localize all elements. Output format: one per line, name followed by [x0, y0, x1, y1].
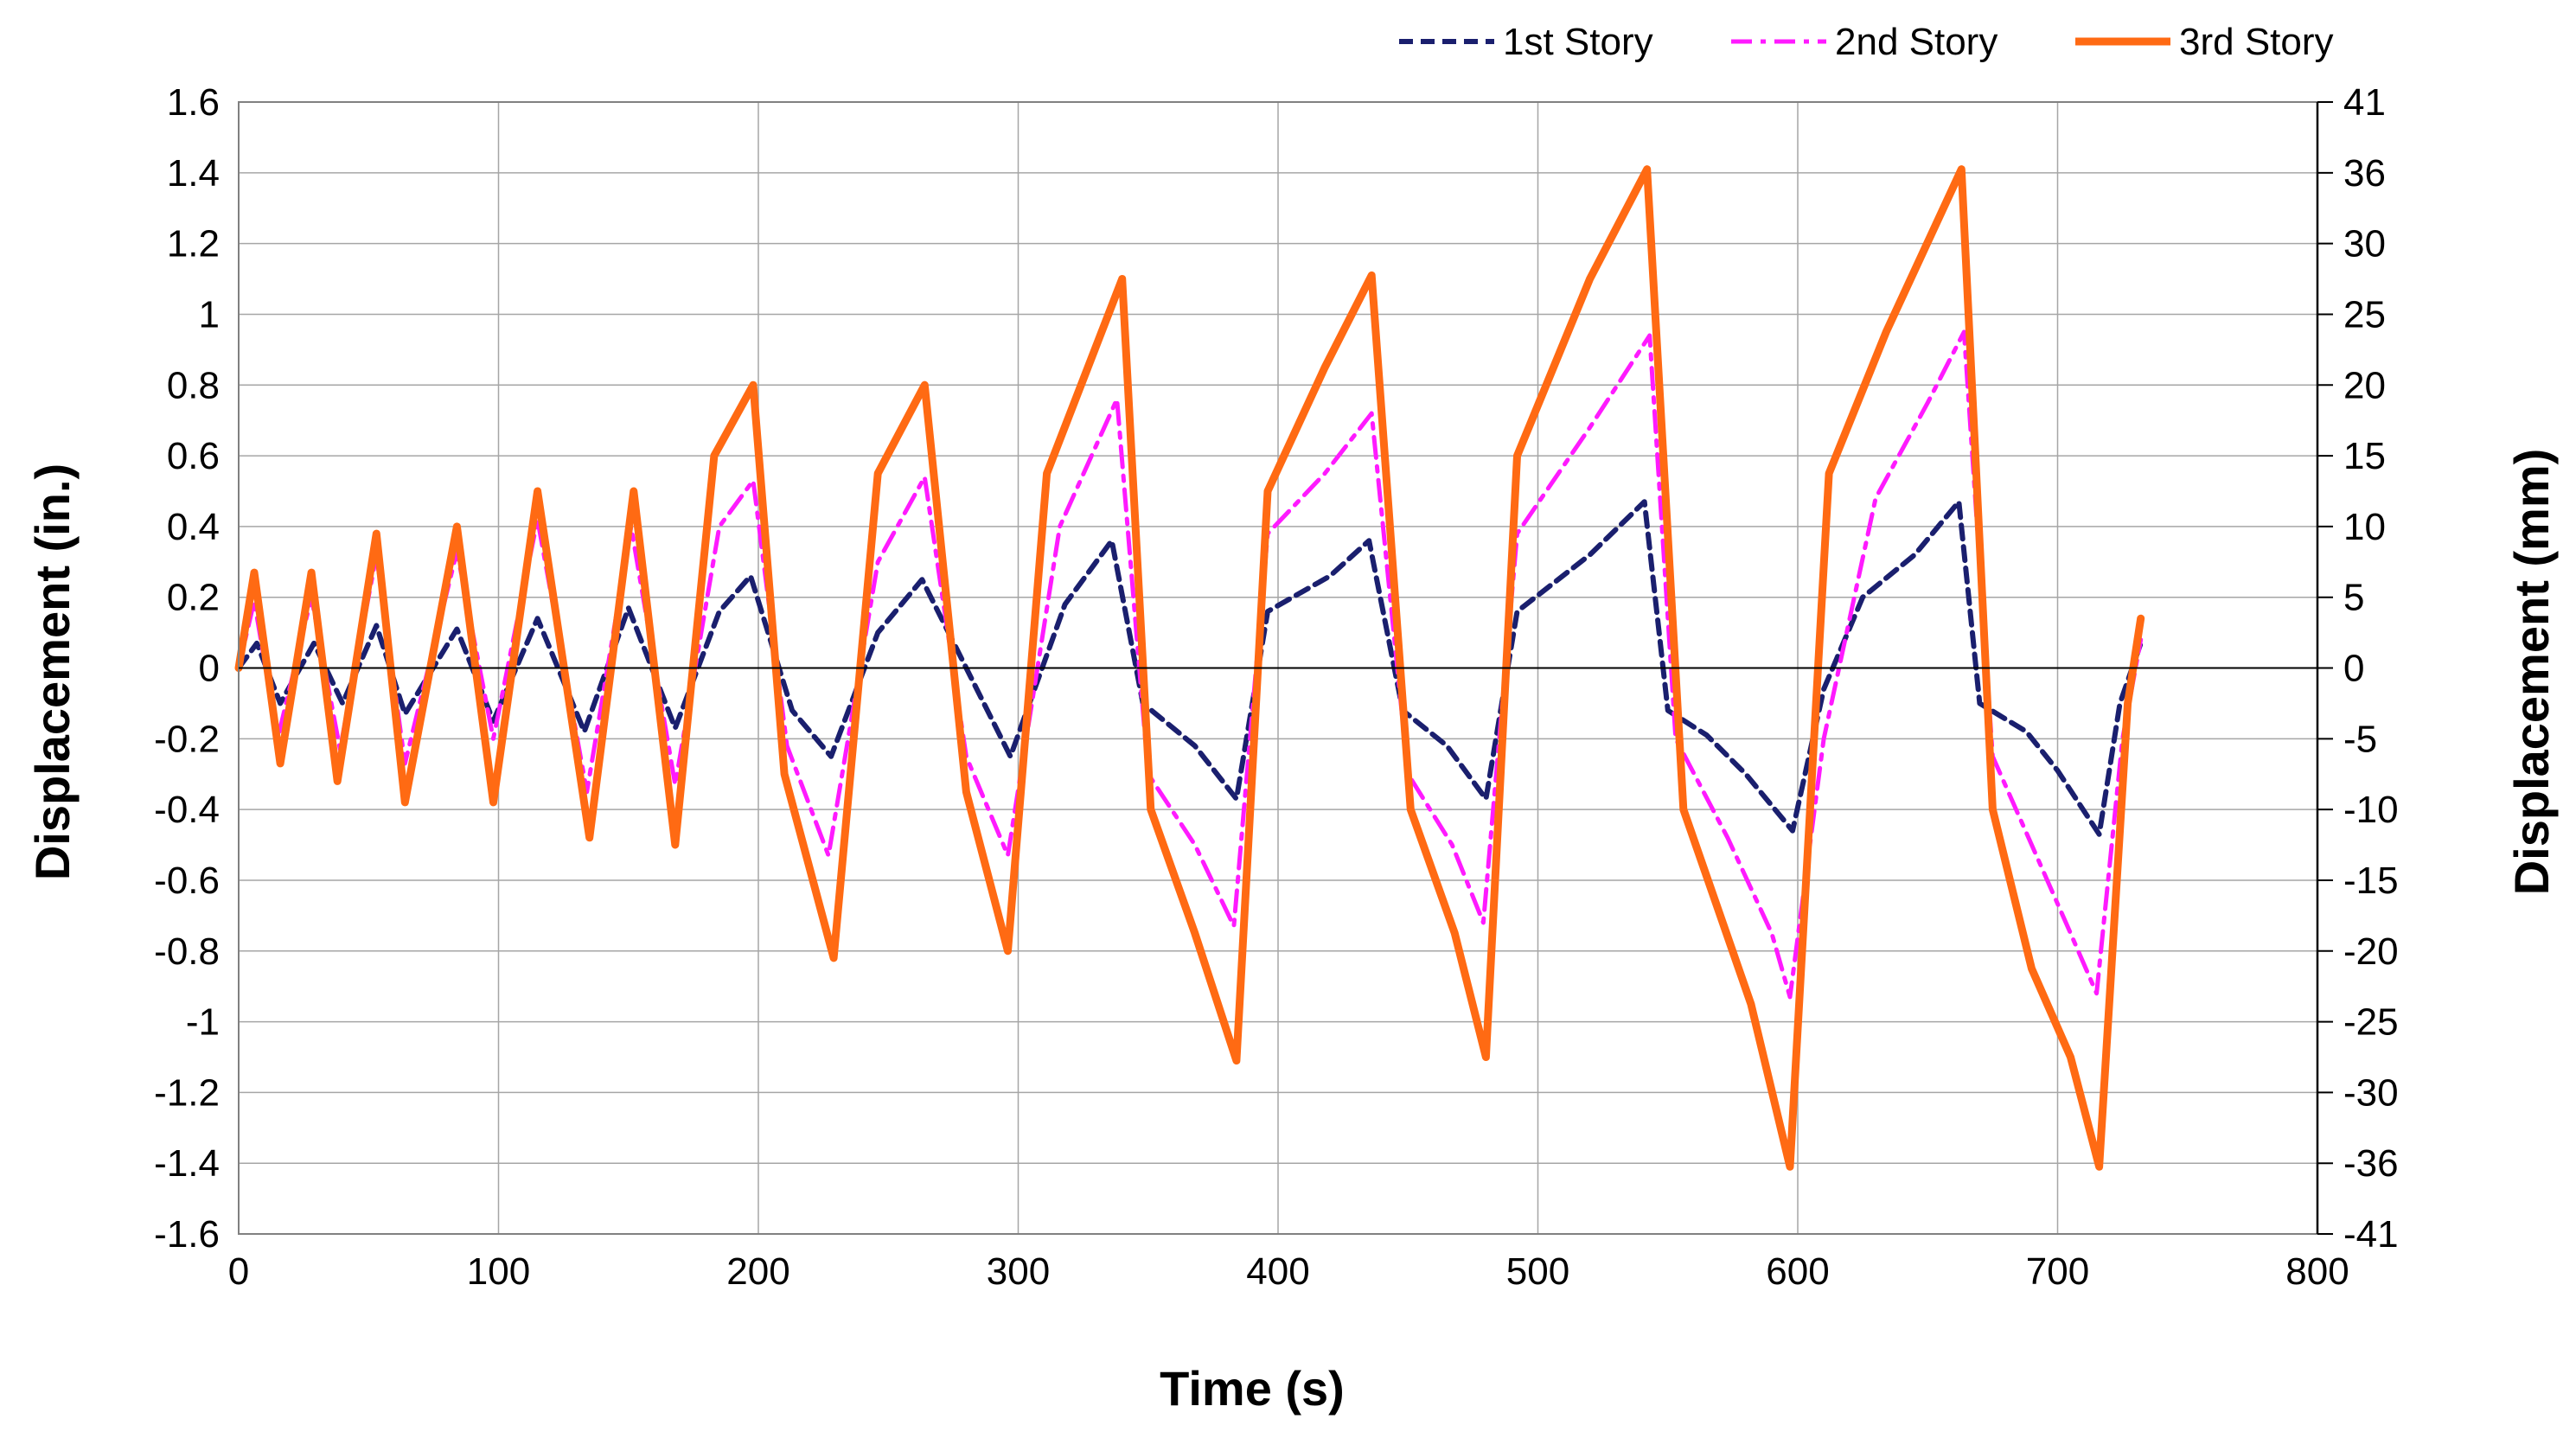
y-tick-label-right: 5	[2343, 577, 2364, 619]
y-tick-label-right: -10	[2343, 789, 2399, 831]
y-tick-label-right: 36	[2343, 152, 2386, 195]
y-tick-label-left: -1.4	[154, 1142, 220, 1185]
y-tick-label-right: -5	[2343, 718, 2377, 760]
y-tick-label-left: 1	[199, 293, 220, 336]
y-tick-label-left: 0.8	[167, 364, 220, 406]
y-tick-label-right: -41	[2343, 1213, 2399, 1256]
y-tick-label-right: 10	[2343, 506, 2386, 548]
y-tick-label-left: 0.6	[167, 435, 220, 477]
y-tick-label-left: 1.4	[167, 152, 220, 195]
legend: 1st Story 2nd Story 3rd Story	[1399, 21, 2334, 63]
y-tick-label-left: -0.6	[154, 860, 220, 902]
y-tick-label-left: 1.2	[167, 223, 220, 265]
y-tick-label-right: 0	[2343, 648, 2364, 690]
x-tick-label: 200	[726, 1250, 789, 1293]
y-tick-label-left: 0.2	[167, 577, 220, 619]
x-tick-label: 800	[2285, 1250, 2349, 1293]
x-tick-label: 100	[467, 1250, 530, 1293]
y-tick-label-left: 1.6	[167, 81, 220, 124]
x-tick-label: 600	[1766, 1250, 1829, 1293]
y-axis-right-title: Displacement (mm)	[2504, 449, 2559, 896]
y-tick-label-left: 0.4	[167, 506, 220, 548]
x-tick-label: 500	[1506, 1250, 1569, 1293]
y-tick-label-right: -20	[2343, 930, 2399, 973]
legend-label-1: 1st Story	[1503, 21, 1653, 63]
y-tick-label-right: 30	[2343, 223, 2386, 265]
series-group	[234, 165, 2145, 1171]
y-axis-left-ticks: 1.6 1.4 1.2 1 0.8 0.6 0.4 0.2 0 -0.2 -0.4 -0.6 -0.8 -…	[154, 81, 220, 1256]
x-tick-label: 300	[987, 1250, 1050, 1293]
legend-label-3: 3rd Story	[2179, 21, 2334, 63]
y-tick-label-left: -1	[186, 1001, 220, 1044]
y-tick-label-right: 25	[2343, 293, 2386, 336]
x-tick-label: 400	[1246, 1250, 1309, 1293]
y-tick-label-right: 15	[2343, 435, 2386, 477]
x-tick-label: 700	[2026, 1250, 2089, 1293]
x-tick-label: 0	[228, 1250, 249, 1293]
y-tick-label-left: -1.6	[154, 1213, 220, 1256]
legend-label-2: 2nd Story	[1835, 21, 1998, 63]
y-tick-label-left: 0	[199, 648, 220, 690]
series-line-2	[236, 329, 2144, 1000]
y-tick-label-right: 20	[2343, 364, 2386, 406]
series-line-3	[234, 165, 2145, 1171]
y-tick-label-right: 41	[2343, 81, 2386, 124]
x-axis-title: Time (s)	[1160, 1361, 1345, 1416]
y-tick-label-right: -15	[2343, 860, 2399, 902]
y-axis-right-ticks: 41 36 30 25 20 15 10 5 0 -5 -10 -15 -20 -25 -30 -36 -41	[2317, 81, 2399, 1256]
series-line-1	[236, 499, 2144, 837]
y-tick-label-left: -1.2	[154, 1071, 220, 1114]
x-axis-ticks: 0 100 200 300 400 500 600 700 800	[228, 1250, 2349, 1293]
y-tick-label-left: -0.2	[154, 718, 220, 760]
y-axis-left-title: Displacement (in.)	[25, 463, 80, 880]
y-tick-label-left: -0.8	[154, 930, 220, 973]
y-tick-label-right: -30	[2343, 1071, 2399, 1114]
y-tick-label-right: -36	[2343, 1142, 2399, 1185]
y-tick-label-left: -0.4	[154, 789, 220, 831]
y-tick-label-right: -25	[2343, 1001, 2399, 1044]
